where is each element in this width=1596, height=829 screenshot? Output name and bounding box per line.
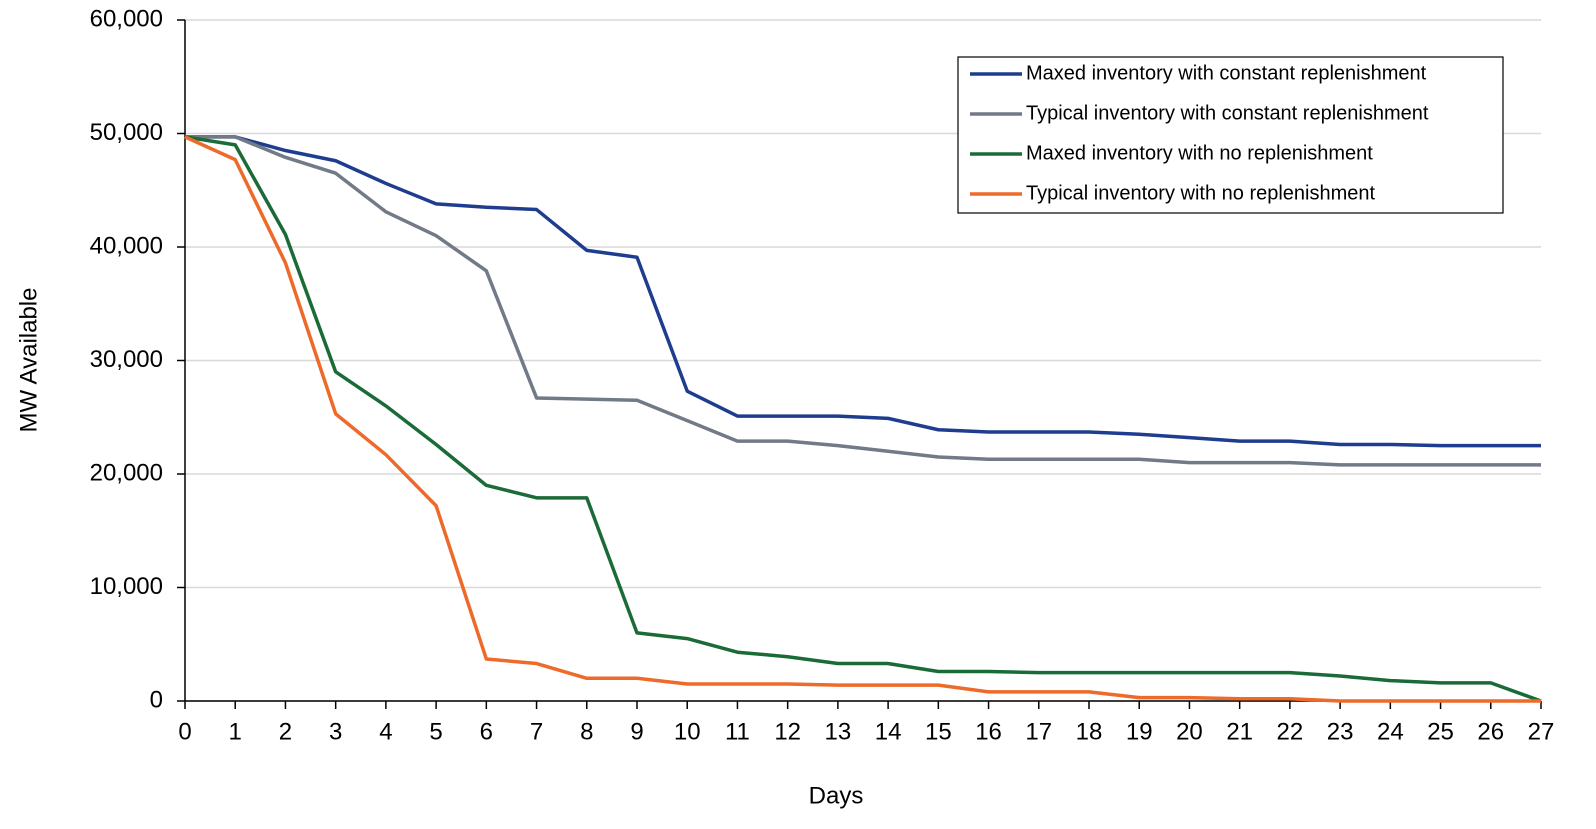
x-tick-label: 20 [1176, 718, 1203, 745]
y-tick-label: 50,000 [90, 119, 163, 146]
series-line [185, 135, 1541, 467]
x-tick-label: 15 [925, 718, 952, 745]
x-tick-label: 25 [1427, 718, 1454, 745]
x-tick-label: 8 [580, 718, 593, 745]
x-tick-label: 1 [229, 718, 242, 745]
series-line [184, 135, 1542, 703]
x-tick-label: 27 [1528, 718, 1555, 745]
legend-label: Typical inventory with no replenishment [1026, 182, 1376, 204]
x-tick-label: 21 [1226, 718, 1253, 745]
legend-label: Typical inventory with constant replenis… [1026, 102, 1429, 124]
y-axis-title: MW Available [15, 288, 42, 433]
y-tick-label: 10,000 [90, 573, 163, 600]
x-tick-label: 4 [379, 718, 392, 745]
x-tick-label: 2 [279, 718, 292, 745]
x-tick-label: 5 [429, 718, 442, 745]
x-tick-label: 9 [630, 718, 643, 745]
x-tick-label: 10 [674, 718, 701, 745]
x-tick-label: 7 [530, 718, 543, 745]
x-tick-label: 19 [1126, 718, 1153, 745]
y-tick-label: 20,000 [90, 459, 163, 486]
x-tick-label: 0 [178, 718, 191, 745]
y-tick-label: 40,000 [90, 232, 163, 259]
x-tick-label: 26 [1477, 718, 1504, 745]
series-line [185, 135, 1541, 448]
series-line [184, 135, 1541, 703]
x-tick-label: 12 [774, 718, 801, 745]
y-tick-label: 60,000 [90, 5, 163, 32]
x-tick-label: 13 [825, 718, 852, 745]
x-tick-label: 18 [1076, 718, 1103, 745]
legend-label: Maxed inventory with constant replenishm… [1026, 62, 1427, 84]
x-tick-label: 22 [1277, 718, 1304, 745]
legend-label: Maxed inventory with no replenishment [1026, 142, 1373, 164]
y-tick-label: 0 [150, 686, 163, 713]
legend-box [957, 56, 1504, 214]
x-tick-label: 3 [329, 718, 342, 745]
y-tick-label: 30,000 [90, 346, 163, 373]
x-axis-title: Days [809, 782, 864, 809]
x-tick-label: 17 [1025, 718, 1052, 745]
x-tick-label: 24 [1377, 718, 1404, 745]
x-tick-label: 11 [725, 718, 750, 745]
x-tick-label: 14 [875, 718, 902, 745]
x-tick-label: 16 [975, 718, 1002, 745]
x-tick-label: 6 [480, 718, 493, 745]
x-tick-label: 23 [1327, 718, 1354, 745]
